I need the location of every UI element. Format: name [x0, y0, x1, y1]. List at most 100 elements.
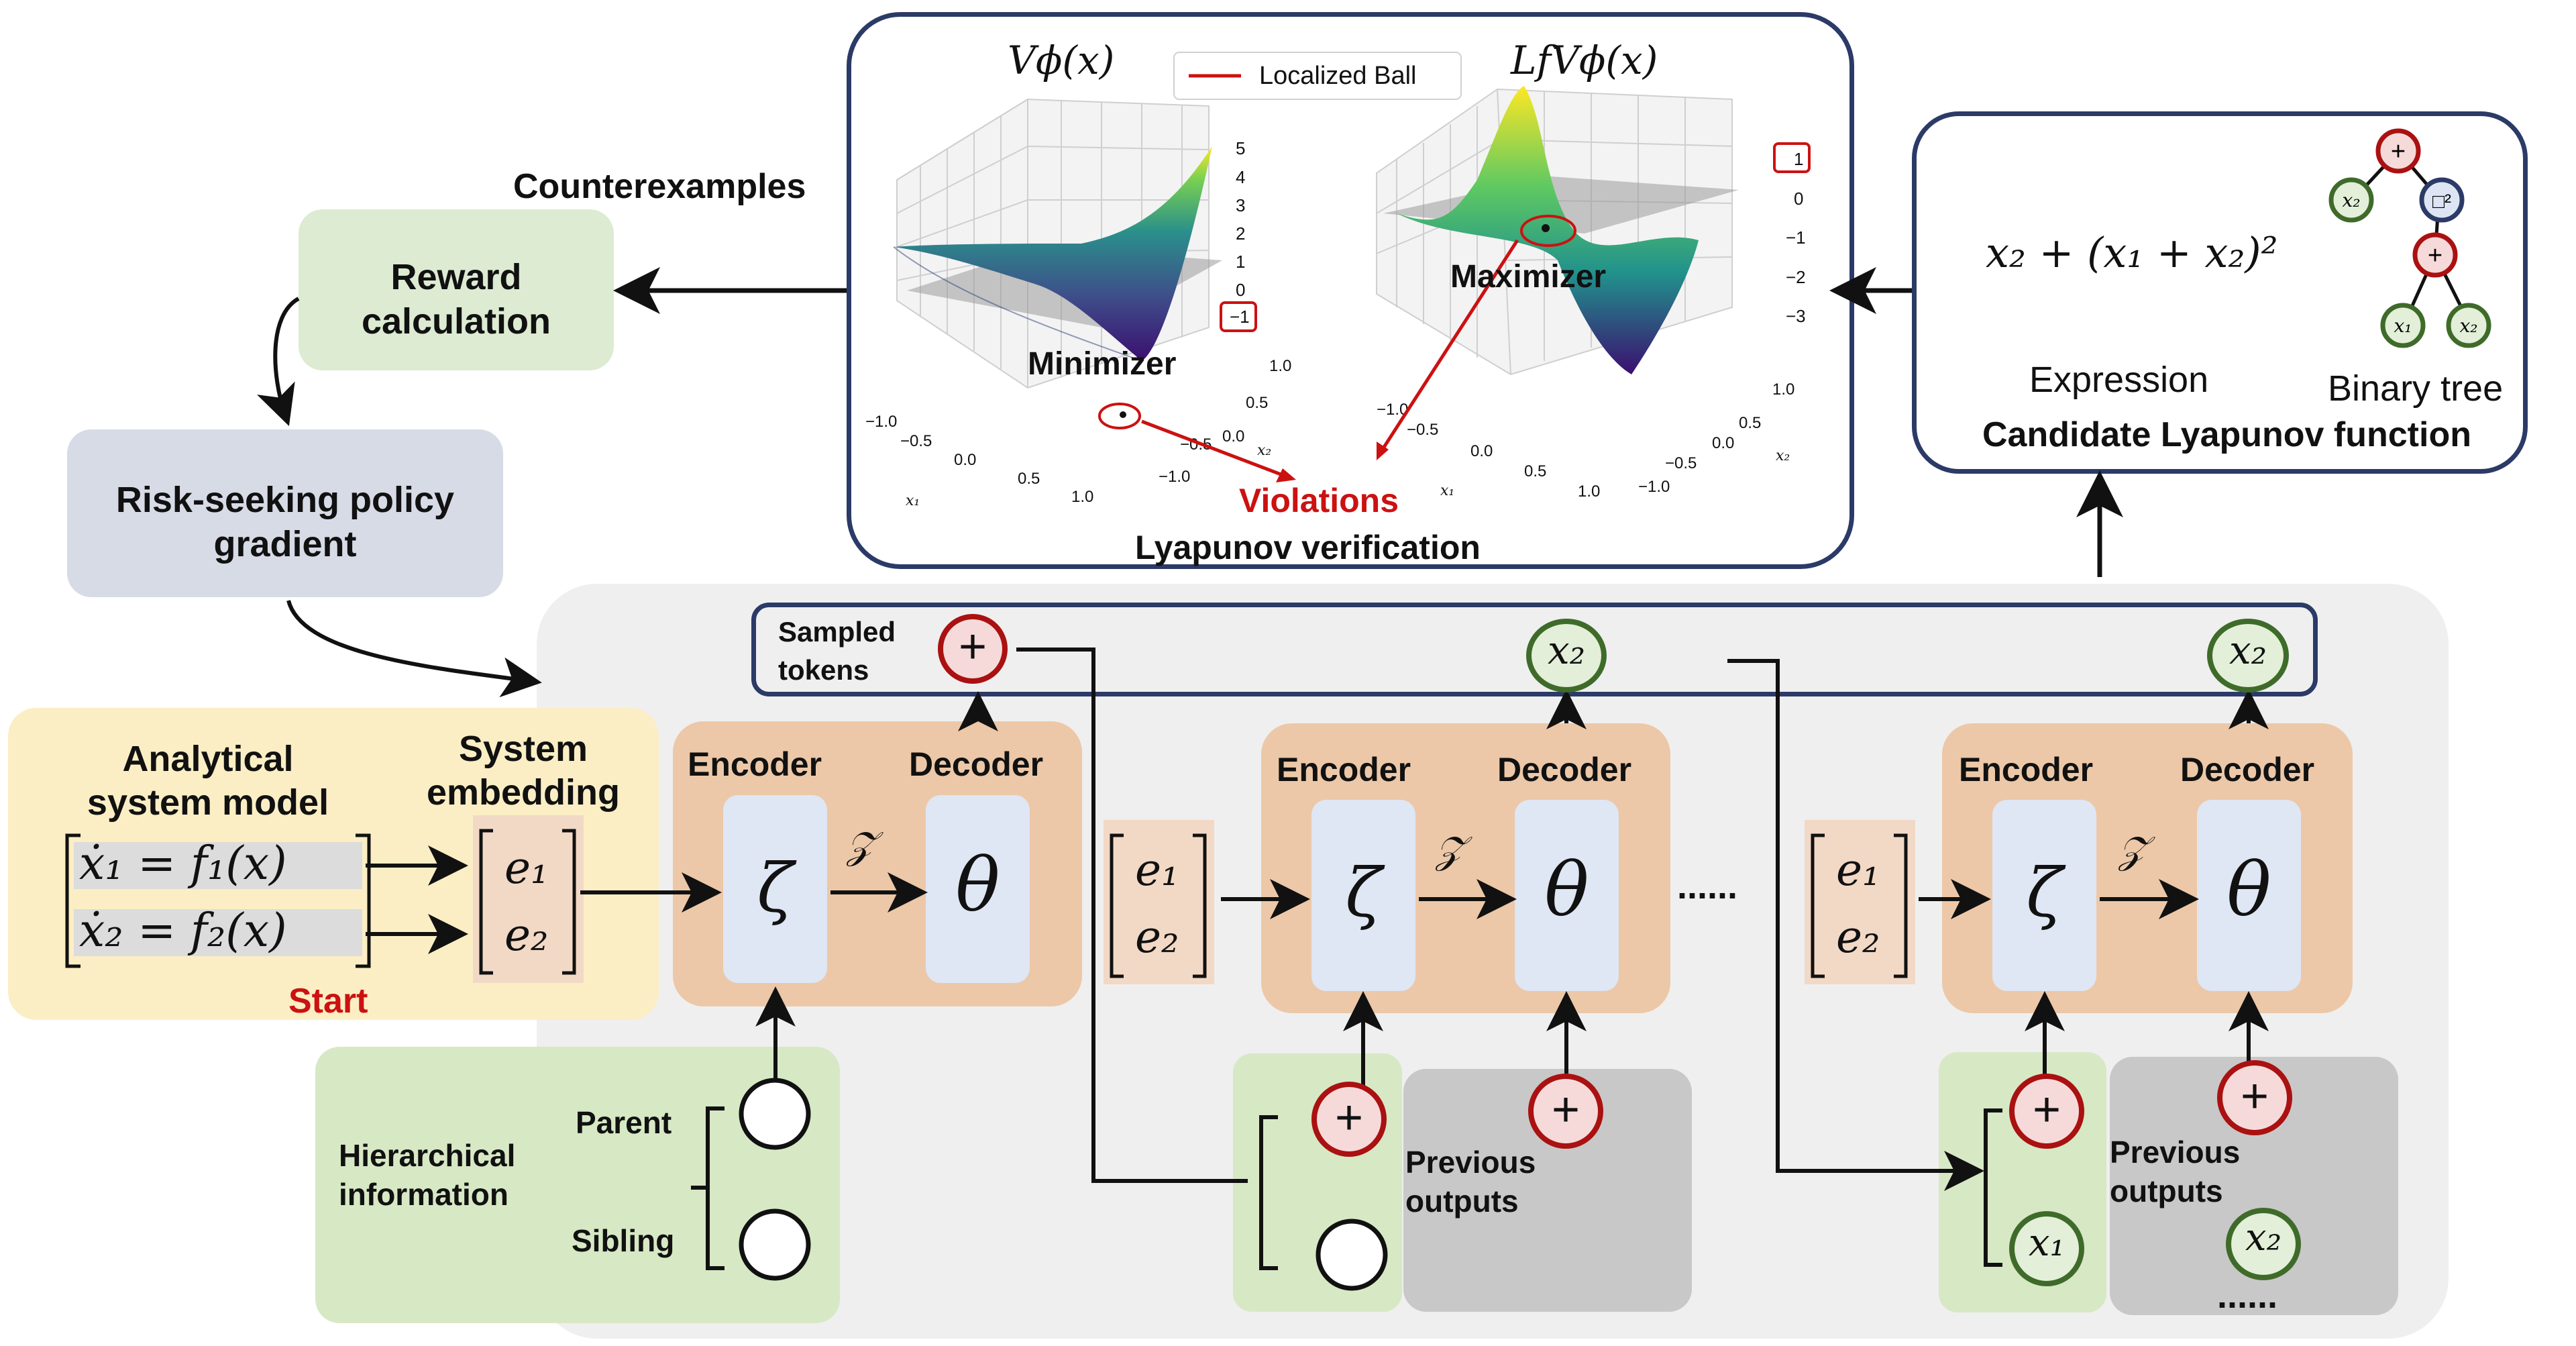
- expression-caption: Expression: [2029, 360, 2209, 400]
- tree-inner-node: +: [2412, 232, 2458, 278]
- verification-plots: 5 4 3 2 1 0 −1 −1.0 −0.5 0.0 0.5 1.0 x₁ …: [865, 38, 1811, 566]
- left-localized-ball: [1098, 403, 1141, 429]
- embedding-e2: e₂: [504, 909, 549, 961]
- sampled-token-2: [1526, 619, 1607, 692]
- left-z-tick: −1: [1230, 307, 1250, 327]
- x1-tick: 0.5: [1524, 462, 1546, 480]
- latent-symbol-3: 𝒵: [2118, 829, 2147, 872]
- x2-tick: 1.0: [1269, 357, 1291, 375]
- maximizer-label: Maximizer: [1450, 259, 1606, 295]
- svg-text:x₂: x₂: [2459, 315, 2477, 337]
- encoder-label-1: Encoder: [688, 745, 822, 783]
- x2-tick: 0.5: [1246, 394, 1268, 412]
- left-z-tick: 1: [1236, 252, 1245, 272]
- x2-axis-label: x₂: [1257, 442, 1271, 459]
- plot-left-title: Vϕ(x): [1008, 38, 1114, 83]
- sibling-label: Sibling: [572, 1223, 675, 1258]
- embedding-e2-step3: e₂: [1836, 911, 1880, 963]
- latent-symbol-1: 𝒵: [847, 824, 875, 868]
- decoder-symbol-1: θ: [955, 842, 1000, 928]
- decoder-cell-3: [2197, 800, 2301, 991]
- x1-tick: −0.5: [1407, 421, 1438, 439]
- right-z-tick: 0: [1794, 189, 1803, 209]
- x2-tick: −1.0: [1638, 478, 1670, 496]
- violations-label: Violations: [1239, 482, 1399, 519]
- x1-tick: 1.0: [1578, 482, 1600, 501]
- left-z-tick: 2: [1236, 223, 1245, 244]
- x1-tick: 0.0: [1470, 442, 1493, 460]
- legend: Localized Ball: [1173, 52, 1462, 100]
- decoder-label-3: Decoder: [2180, 751, 2315, 788]
- start-label: Start: [288, 982, 368, 1021]
- svg-text:x₁: x₁: [2394, 315, 2412, 337]
- counterexamples-label: Counterexamples: [513, 167, 806, 206]
- right-z-tick: −1: [1786, 227, 1806, 248]
- right-z-tick: −2: [1786, 267, 1806, 287]
- previous-outputs-label-1-step2: Previous: [1405, 1145, 1536, 1180]
- sampled-tokens-bar: [751, 603, 2318, 696]
- tree-leaf-x2: x₂: [2446, 303, 2491, 348]
- encoder-symbol-3: ζ: [2026, 853, 2063, 932]
- step3-previous-token-1-text: +: [2240, 1070, 2269, 1123]
- right-localized-ball: [1520, 215, 1576, 247]
- hierarchical-label-2: information: [339, 1177, 508, 1212]
- embedding-e1-step2: e₁: [1135, 844, 1179, 896]
- x2-tick: 1.0: [1772, 380, 1794, 399]
- encoder-label-2: Encoder: [1277, 751, 1411, 788]
- binary-tree: + x₂ □² + x₁ x₂: [2328, 128, 2491, 348]
- decoder-label-1: Decoder: [909, 745, 1044, 783]
- step2-previous-token: [1528, 1074, 1603, 1149]
- decoder-label-2: Decoder: [1497, 751, 1632, 788]
- svg-text:□²: □²: [2432, 191, 2451, 213]
- step3-parent-token-text: +: [2032, 1083, 2061, 1137]
- x2-tick: −1.0: [1159, 468, 1190, 486]
- previous-outputs-label-1-step3: Previous: [2110, 1135, 2241, 1170]
- embedding-e1: e₁: [504, 842, 549, 894]
- left-z-tick: 0: [1236, 280, 1245, 300]
- step2-parent-token-text: +: [1334, 1091, 1364, 1145]
- step2-parent-token: [1311, 1082, 1387, 1157]
- tree-root-node: +: [2375, 128, 2421, 174]
- left-violation-box: [1220, 301, 1257, 332]
- step3-parent-token: [2009, 1074, 2084, 1149]
- violation-arrows: [1141, 239, 1519, 482]
- risk-label-1: Risk-seeking policy: [115, 480, 455, 520]
- tree-square-node: □²: [2419, 177, 2465, 223]
- tree-leaf-x1: x₁: [2380, 303, 2426, 348]
- left-surface: [894, 146, 1212, 361]
- right-z-tick: −3: [1786, 306, 1806, 326]
- left-z-tick: 3: [1236, 195, 1245, 215]
- x1-tick: −1.0: [865, 413, 897, 431]
- embedding-e1-step3: e₁: [1836, 844, 1880, 896]
- encoder-cell-3: [1992, 800, 2096, 991]
- candidate-expression: x₂ + (x₁ + x₂)²: [1986, 228, 2278, 277]
- equation-1: ẋ₁ = f₁(x): [79, 837, 287, 890]
- equation-highlight-1: [74, 842, 362, 889]
- minimizer-label: Minimizer: [1028, 346, 1176, 382]
- encoder-label-3: Encoder: [1959, 751, 2094, 788]
- parent-label: Parent: [576, 1105, 672, 1140]
- system-title-1: Analytical: [122, 739, 294, 779]
- sampled-tokens-label-2: tokens: [778, 654, 869, 686]
- equation-2: ẋ₂ = f₂(x): [79, 904, 287, 957]
- embedding-title-1: System: [458, 729, 588, 769]
- equation-highlight-2: [74, 909, 362, 956]
- ellipsis-middle: ......: [1677, 866, 1738, 907]
- sampled-token-1-text: +: [958, 620, 987, 674]
- verification-title: Lyapunov verification: [1135, 529, 1481, 566]
- reward-label-2: calculation: [361, 301, 551, 342]
- x2-tick: 0.5: [1739, 414, 1761, 432]
- decoder-symbol-3: θ: [2226, 847, 2271, 933]
- encoder-cell-2: [1311, 800, 1415, 991]
- ellipsis-bottom: ......: [2217, 1276, 2278, 1316]
- sampled-token-3: [2207, 619, 2289, 692]
- decoder-cell-1: [926, 795, 1030, 983]
- latent-symbol-2: 𝒵: [1436, 829, 1464, 872]
- step3-previous-token-2-text: x₂: [2245, 1216, 2282, 1259]
- x2-axis-label: x₂: [1776, 448, 1790, 464]
- right-violation-box: [1773, 142, 1811, 173]
- x1-tick: 1.0: [1071, 488, 1093, 506]
- embedding-title-2: embedding: [426, 772, 620, 813]
- step3-sibling-token-text: x₁: [2028, 1221, 2065, 1265]
- left-z-tick: 4: [1236, 167, 1245, 187]
